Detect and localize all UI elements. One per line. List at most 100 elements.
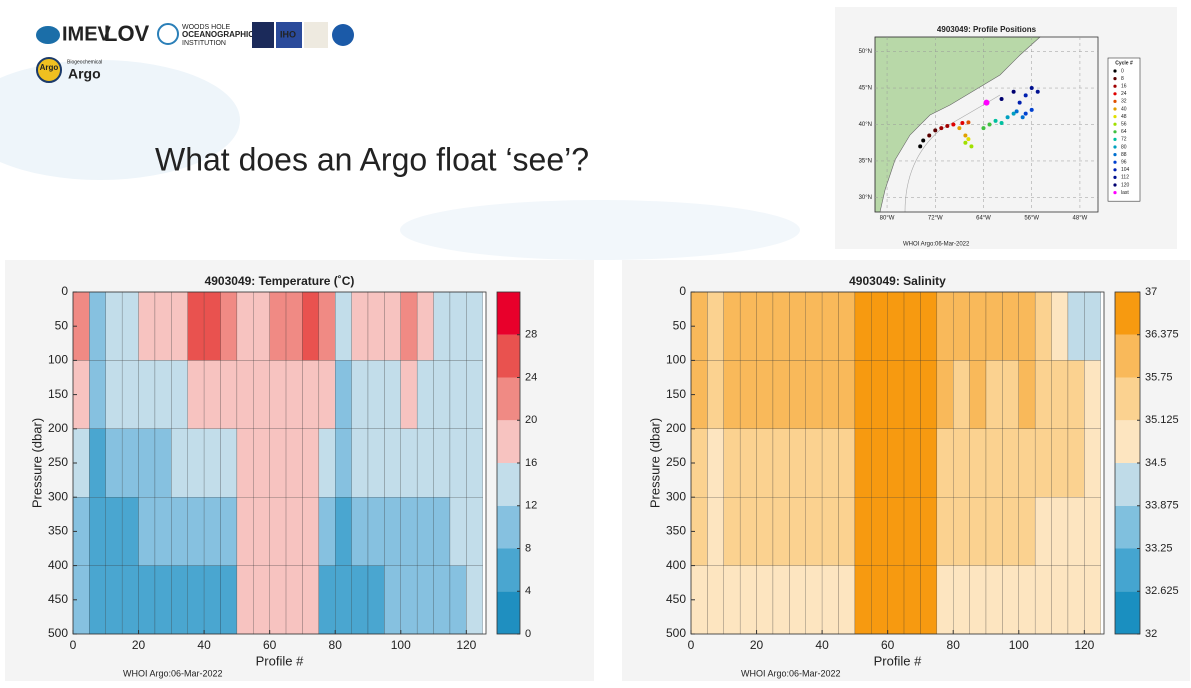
x-tick-label: 20: [750, 638, 764, 652]
contour-cell: [171, 497, 188, 566]
contour-cell: [433, 360, 451, 429]
contour-cell: [203, 360, 221, 429]
legend-swatch: [1113, 115, 1117, 119]
contour-cell: [466, 428, 483, 498]
contour-cell: [985, 497, 1003, 566]
track-point: [981, 126, 986, 131]
contour-cell: [220, 565, 238, 635]
contour-cell: [985, 565, 1003, 635]
contour-cell: [203, 497, 221, 566]
contour-cell: [121, 565, 139, 635]
contour-cell: [1084, 565, 1101, 635]
track-point: [963, 140, 968, 145]
colorbar-label: 24: [525, 371, 537, 383]
contour-cell: [253, 360, 270, 429]
contour-cell: [466, 360, 483, 429]
track-point: [1005, 115, 1010, 120]
legend-swatch: [1113, 69, 1117, 73]
contour-cell: [351, 497, 369, 566]
track-point: [1017, 100, 1022, 105]
contour-cell: [854, 565, 872, 635]
contour-cell: [351, 428, 369, 498]
contour-cell: [789, 428, 806, 498]
contour-cell: [449, 497, 467, 566]
contour-cell: [367, 565, 385, 635]
contour-cell: [253, 497, 270, 566]
contour-cell: [154, 497, 172, 566]
contour-cell: [887, 497, 905, 566]
contour-cell: [285, 428, 303, 498]
contour-cell: [367, 428, 385, 498]
y-tick-label: 30°N: [859, 195, 872, 201]
contour-cell: [871, 428, 888, 498]
contour-cell: [89, 428, 106, 498]
legend-label: 48: [1121, 114, 1127, 120]
contour-cell: [433, 565, 451, 635]
legend-swatch: [1113, 168, 1117, 172]
contour-cell: [772, 565, 790, 635]
contour-cell: [416, 565, 434, 635]
x-tick-label: 60: [881, 638, 895, 652]
contour-cell: [936, 428, 954, 498]
contour-cell: [1084, 497, 1101, 566]
x-tick-label: 0: [70, 638, 77, 652]
contour-cell: [821, 360, 839, 429]
y-tick-label: 400: [48, 558, 68, 572]
contour-cell: [449, 360, 467, 429]
contour-cell: [772, 291, 790, 361]
y-tick-label: 250: [48, 455, 68, 469]
contour-cell: [449, 565, 467, 635]
contour-cell: [335, 291, 352, 361]
contour-cell: [466, 497, 483, 566]
track-point: [960, 121, 965, 126]
contour-cell: [187, 360, 205, 429]
contour-cell: [466, 291, 483, 361]
contour-cell: [871, 291, 888, 361]
legend-swatch: [1113, 84, 1117, 88]
contour-cell: [400, 291, 418, 361]
contour-cell: [449, 291, 467, 361]
note: WHOI Argo:06-Mar-2022: [903, 242, 970, 248]
contour-cell: [400, 360, 418, 429]
y-tick-label: 200: [666, 421, 686, 435]
contour-cell: [154, 565, 172, 635]
colorbar-label: 36.375: [1145, 329, 1179, 341]
track-point: [969, 144, 974, 149]
legend-label: 104: [1121, 167, 1130, 173]
contour-cell: [789, 565, 806, 635]
colorbar-label: 28: [525, 329, 537, 341]
y-tick-label: 250: [666, 455, 686, 469]
y-tick-label: 0: [61, 284, 68, 298]
colorbar-segment: [497, 334, 520, 378]
contour-cell: [367, 291, 385, 361]
colorbar-segment: [497, 548, 520, 592]
track-point: [966, 137, 971, 142]
contour-cell: [285, 360, 303, 429]
contour-cell: [887, 565, 905, 635]
x-tick-label: 80: [947, 638, 961, 652]
contour-cell: [384, 428, 401, 498]
contour-cell: [1067, 565, 1085, 635]
contour-cell: [253, 565, 270, 635]
contour-cell: [1034, 360, 1052, 429]
legend-swatch: [1113, 130, 1117, 134]
contour-cell: [903, 428, 921, 498]
contour-cell: [285, 291, 303, 361]
colorbar-segment: [497, 591, 520, 634]
colorbar-segment: [497, 292, 520, 335]
colorbar-label: 12: [525, 500, 537, 512]
logo-imev: IMEV: [62, 23, 112, 45]
contour-cell: [220, 497, 238, 566]
contour-cell: [887, 360, 905, 429]
contour-cell: [187, 565, 205, 635]
logo-icon: [304, 22, 328, 48]
contour-cell: [121, 360, 139, 429]
contour-cell: [707, 360, 724, 429]
contour-cell: [121, 497, 139, 566]
contour-cell: [1018, 291, 1036, 361]
contour-cell: [1051, 497, 1069, 566]
y-tick-label: 450: [666, 592, 686, 606]
contour-cell: [854, 291, 872, 361]
contour-cell: [105, 428, 123, 498]
legend-label: 32: [1121, 99, 1127, 105]
